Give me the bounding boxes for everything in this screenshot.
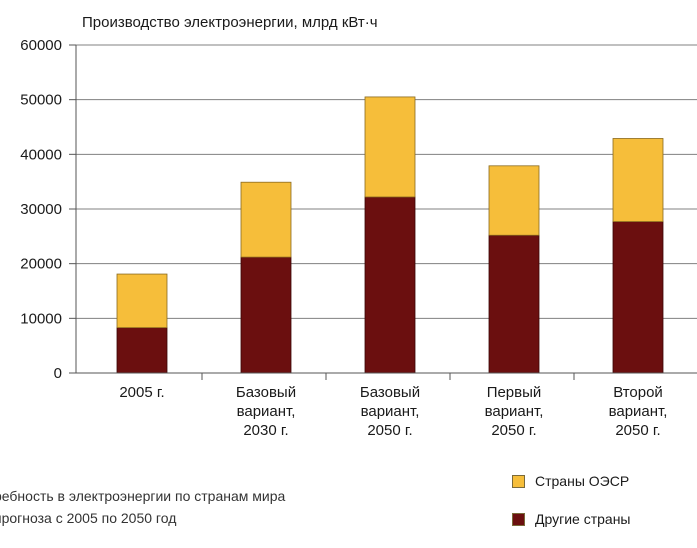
legend-label-other: Другие страны (535, 511, 631, 527)
bar-chart: Производство электроэнергии, млрд кВт·ч … (20, 14, 697, 439)
y-tick-label: 30000 (20, 201, 62, 218)
x-category-label: Базовый (236, 384, 296, 401)
x-category-label: 2030 г. (243, 422, 288, 439)
chart-title: Производство электроэнергии, млрд кВт·ч (82, 14, 378, 31)
legend-item-other: Другие страны (512, 510, 697, 528)
x-category-label: вариант, (361, 403, 420, 420)
y-tick-label: 20000 (20, 256, 62, 273)
legend: Страны ОЭСР Другие страны (512, 472, 697, 548)
y-tick-label: 40000 (20, 146, 62, 163)
bar-segment-oecd (116, 273, 168, 329)
bar-segment-other (240, 256, 292, 374)
x-category-label: 2050 г. (615, 422, 660, 439)
x-category-label: вариант, (237, 403, 296, 420)
x-category-label: вариант, (485, 403, 544, 420)
y-tick-label: 50000 (20, 92, 62, 109)
x-category-label: 2050 г. (367, 422, 412, 439)
y-tick-label: 10000 (20, 310, 62, 327)
y-tick-label: 60000 (20, 37, 62, 54)
x-category-label: вариант, (609, 403, 668, 420)
legend-label-oecd: Страны ОЭСР (535, 473, 630, 489)
y-tick-label: 0 (54, 365, 62, 382)
bar-segment-oecd (612, 138, 664, 222)
x-category-label: 2005 г. (119, 384, 164, 401)
bar-segment-oecd (364, 96, 416, 198)
bars (116, 96, 664, 374)
legend-swatch-oecd (512, 474, 525, 488)
x-category-label: Базовый (360, 384, 420, 401)
x-category-label: Второй (613, 384, 663, 401)
bar-segment-other (116, 327, 168, 374)
legend-item-oecd: Страны ОЭСР (512, 472, 697, 490)
legend-swatch-other (512, 512, 525, 526)
bar-segment-oecd (240, 181, 292, 258)
y-axis: 0 10000 20000 30000 40000 50000 60000 (20, 37, 77, 382)
bar-segment-oecd (488, 165, 540, 236)
x-category-label: Первый (487, 384, 542, 401)
figure-caption: ребность в электроэнергии по странам мир… (0, 485, 464, 529)
x-category-label: 2050 г. (491, 422, 536, 439)
bar-segment-other (364, 196, 416, 374)
bar-segment-other (612, 221, 664, 374)
caption-line-1: ребность в электроэнергии по странам мир… (0, 488, 286, 504)
caption-line-2: прогноза с 2005 по 2050 год (0, 510, 177, 526)
bar-segment-other (488, 234, 540, 374)
x-axis: 2005 г. Базовый вариант, 2030 г. Базовый вари… (76, 372, 697, 439)
